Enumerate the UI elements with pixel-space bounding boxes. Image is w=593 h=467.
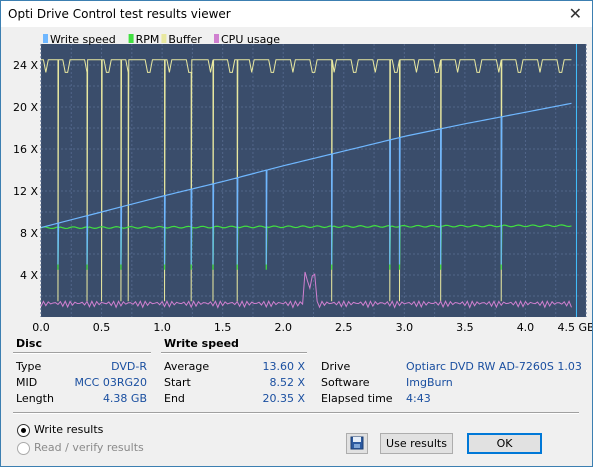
legend-swatch [214,34,219,43]
end-label: End [164,392,185,405]
read-verify-label: Read / verify results [34,441,144,454]
divider [161,352,307,354]
write-results-label[interactable]: Write results [34,423,104,436]
average-value: 13.60 X [262,360,305,373]
x-tick-label: 2.5 [335,321,353,332]
elapsed-time-value: 4:43 [406,392,431,405]
floppy-disk-icon [350,436,364,450]
y-tick-label: 20 X [13,101,38,114]
cpu-usage-series-line [40,271,572,309]
ok-button[interactable]: OK [467,433,542,454]
disc-length-value: 4.38 GB [102,392,147,405]
y-tick-label: 4 X [20,269,38,282]
x-tick-label: 0.0 [32,321,50,332]
write-results-radio[interactable] [17,424,30,437]
x-tick-label: 3.0 [396,321,414,332]
disc-header: Disc [16,337,42,350]
title-bar: Opti Drive Control test results viewer ✕ [1,1,592,27]
x-tick-label: 1.0 [153,321,171,332]
disc-mid-value: MCC 03RG20 [74,376,147,389]
start-value: 8.52 X [269,376,305,389]
disc-type-label: Type [16,360,42,373]
x-tick-label: 4.0 [517,321,535,332]
legend-swatch [161,34,167,43]
x-tick-label: 4.5 GB [557,321,592,332]
window-title: Opti Drive Control test results viewer [8,7,231,21]
divider [13,412,579,414]
read-verify-radio [17,442,30,455]
disc-length-label: Length [16,392,54,405]
average-label: Average [164,360,210,373]
write-speed-series-line [40,102,572,265]
y-tick-label: 16 X [13,143,38,156]
y-tick-label: 24 X [13,59,38,72]
x-tick-label: 3.5 [456,321,474,332]
software-value: ImgBurn [406,376,453,389]
legend-label: Write speed [50,33,116,46]
legend-label: RPM [136,33,160,46]
write-speed-header: Write speed [164,337,239,350]
legend-label: Buffer [168,33,202,46]
drive-label: Drive [321,360,351,373]
drive-value: Optiarc DVD RW AD-7260S 1.03 [406,360,582,373]
results-chart: 4 X 8 X 12 X 16 X 20 X 24 X 0.0 0.5 1.0 1.5 2.0 2.5… [1,27,592,332]
y-tick-label: 12 X [13,185,38,198]
end-value: 20.35 X [262,392,305,405]
legend-label: CPU usage [221,33,280,46]
start-label: Start [164,376,191,389]
x-tick-label: 0.5 [93,321,111,332]
rpm-series-line [40,224,572,270]
use-results-button[interactable]: Use results [380,433,453,454]
disc-type-value: DVD-R [111,360,147,373]
x-tick-label: 1.5 [214,321,232,332]
legend-swatch [43,34,48,43]
disc-mid-label: MID [16,376,38,389]
divider [13,352,151,354]
save-button[interactable] [346,433,368,454]
legend-swatch [128,34,134,43]
software-label: Software [321,376,370,389]
buffer-series-line [41,59,572,302]
close-icon[interactable]: ✕ [568,4,582,23]
elapsed-time-label: Elapsed time [321,392,393,405]
y-tick-label: 8 X [20,227,38,240]
x-tick-label: 2.0 [274,321,292,332]
